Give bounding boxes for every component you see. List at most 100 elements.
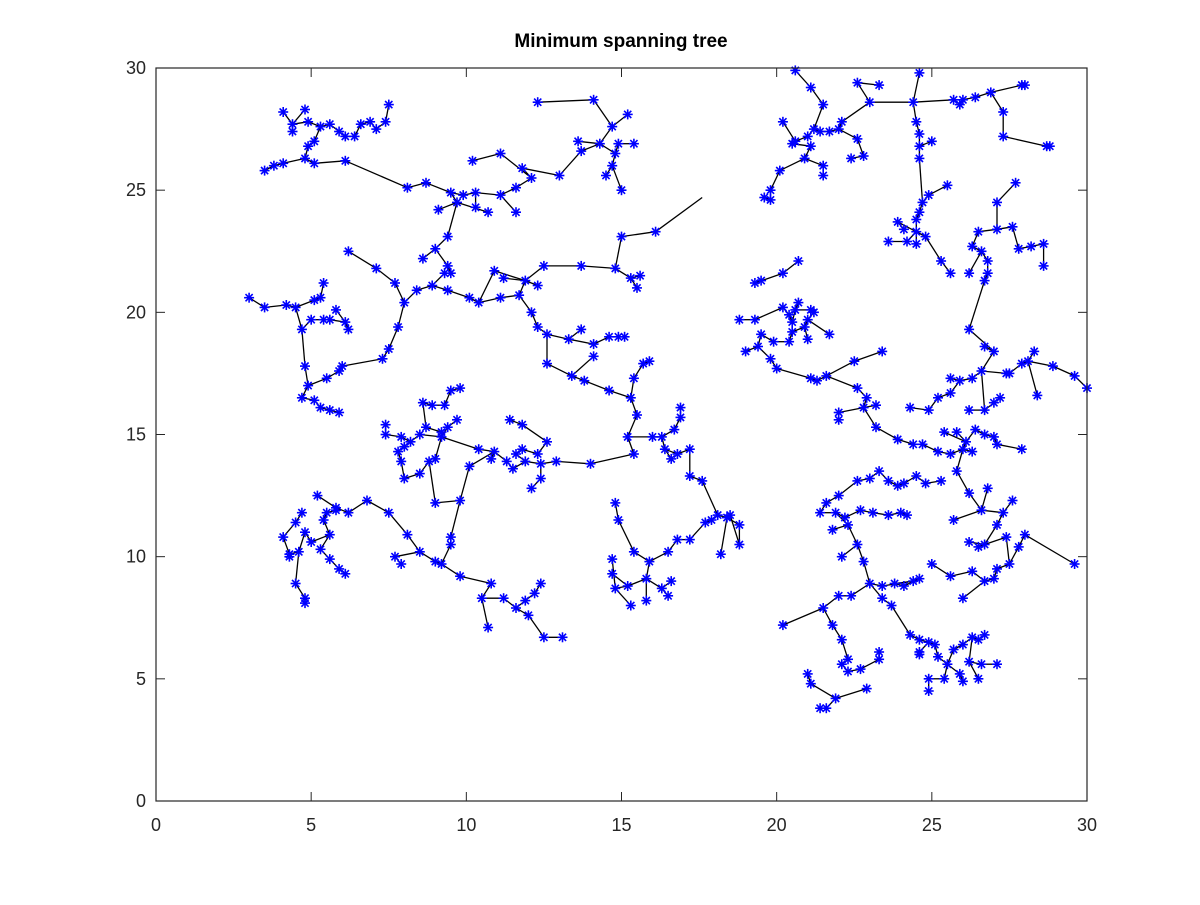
node-marker	[973, 634, 984, 645]
node-marker	[427, 400, 438, 411]
node-marker	[644, 356, 655, 367]
node-marker	[827, 524, 838, 535]
node-marker	[405, 436, 416, 447]
tree-edge	[283, 157, 306, 164]
node-marker	[489, 265, 500, 276]
node-marker	[684, 471, 695, 481]
node-marker	[967, 241, 978, 252]
tree-edge	[301, 329, 306, 367]
tree-edge	[946, 649, 955, 665]
tree-edge	[854, 350, 883, 362]
node-marker	[982, 483, 993, 494]
node-marker	[777, 620, 788, 631]
tree-edge	[980, 370, 986, 411]
node-marker	[861, 392, 872, 403]
tree-edge	[521, 424, 548, 443]
node-marker	[821, 703, 832, 714]
node-marker	[988, 346, 999, 357]
node-marker	[538, 632, 549, 643]
node-marker	[287, 126, 298, 137]
tree-edge	[919, 140, 933, 147]
tree-edge	[546, 333, 569, 340]
node-marker	[625, 273, 636, 284]
node-marker	[756, 275, 767, 286]
node-marker	[520, 275, 531, 286]
node-marker	[433, 204, 444, 215]
node-marker	[331, 502, 341, 513]
node-marker	[659, 444, 670, 455]
node-marker	[756, 329, 767, 340]
tree-edge	[980, 351, 995, 372]
node-marker	[498, 593, 509, 604]
node-marker	[622, 109, 633, 120]
node-marker	[964, 405, 975, 416]
node-marker	[933, 392, 943, 403]
node-marker	[526, 173, 537, 183]
node-marker	[734, 314, 745, 325]
node-marker	[964, 537, 975, 547]
tree-edge	[500, 152, 532, 179]
node-marker	[805, 141, 816, 152]
tree-edge	[459, 575, 492, 585]
node-marker	[957, 593, 968, 604]
tree-edge	[689, 475, 703, 482]
node-marker	[526, 483, 537, 494]
node-marker	[864, 578, 875, 589]
node-marker	[830, 507, 841, 518]
node-marker	[988, 397, 999, 408]
node-marker	[871, 422, 881, 433]
tree-edge	[1052, 365, 1075, 377]
node-marker	[948, 94, 959, 105]
node-marker	[421, 422, 431, 433]
tree-edge	[984, 536, 1007, 546]
node-marker	[734, 519, 745, 530]
node-marker	[923, 405, 934, 416]
tree-edge	[913, 99, 954, 103]
node-marker	[349, 131, 360, 142]
node-marker	[855, 664, 866, 675]
node-marker	[799, 322, 810, 332]
node-marker	[495, 190, 506, 201]
tree-edge	[862, 561, 871, 584]
node-marker	[802, 131, 813, 142]
tree-edge	[459, 466, 471, 501]
chart-title: Minimum spanning tree	[514, 31, 727, 52]
tree-edge	[546, 363, 573, 377]
tree-edge	[701, 480, 719, 516]
node-marker	[771, 363, 782, 374]
node-marker	[933, 651, 943, 662]
node-marker	[445, 187, 456, 198]
node-marker	[976, 505, 987, 516]
node-marker	[300, 104, 310, 115]
node-marker	[874, 654, 885, 665]
node-marker	[452, 414, 462, 425]
node-marker	[452, 197, 462, 208]
node-marker	[427, 280, 438, 291]
node-marker	[951, 466, 962, 477]
node-marker	[833, 414, 844, 425]
node-marker	[979, 275, 990, 286]
node-marker	[281, 300, 292, 310]
node-marker	[309, 158, 320, 169]
node-marker	[520, 595, 531, 606]
node-marker	[495, 148, 506, 159]
node-marker	[656, 583, 667, 594]
node-marker	[532, 280, 543, 291]
node-marker	[377, 353, 388, 364]
node-marker	[777, 302, 788, 313]
tree-edge	[856, 544, 865, 562]
node-marker	[324, 314, 335, 325]
node-marker	[948, 644, 959, 655]
tree-edge	[980, 488, 989, 511]
tree-edge	[984, 524, 998, 545]
node-marker	[573, 136, 584, 147]
tree-edge	[890, 605, 911, 636]
node-marker	[414, 429, 425, 440]
node-marker	[464, 461, 475, 472]
node-marker	[923, 686, 934, 696]
node-marker	[759, 192, 770, 203]
node-marker	[877, 346, 888, 357]
node-marker	[300, 598, 310, 609]
node-marker	[945, 449, 956, 459]
tree-edge	[481, 598, 489, 628]
